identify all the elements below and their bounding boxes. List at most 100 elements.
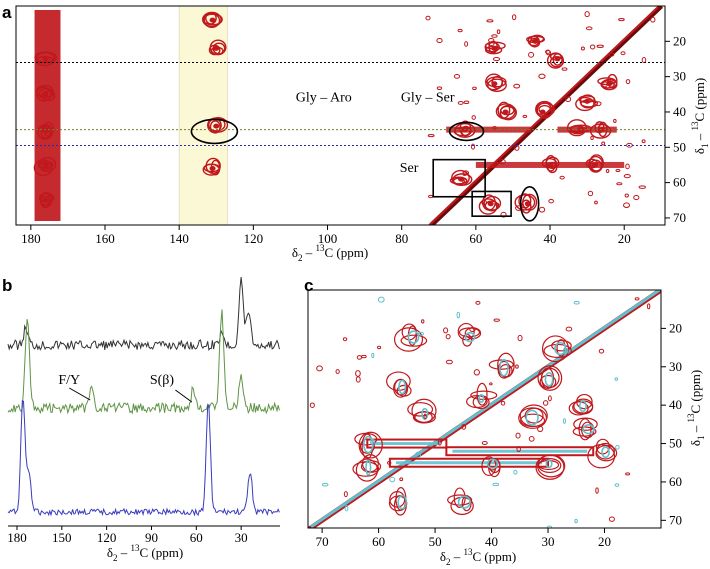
noise-contour: [343, 491, 348, 498]
panel-c-chart: 70 60 50 40 30 20 20 30 40 50 60 70 δ2 – 13C (ppm)…: [307, 289, 706, 567]
noise-contour: [580, 46, 585, 51]
ser-label: Ser: [400, 161, 419, 176]
peak-core: [42, 56, 49, 62]
peak-contour: [203, 13, 221, 28]
noise-contour: [495, 202, 500, 207]
noise-contour: [428, 194, 434, 199]
peak-contour-cyan: [478, 393, 485, 403]
noise-contour: [511, 14, 517, 21]
noise-contour: [633, 194, 640, 201]
peak-contour-cyan: [578, 400, 587, 413]
peak-contour-red: [541, 335, 570, 363]
peak-contour: [514, 194, 536, 211]
peak-core: [606, 81, 613, 87]
peak-contour: [209, 39, 227, 56]
diagonal-band-edge: [427, 6, 659, 225]
peak-contour: [607, 73, 618, 89]
x-tick-label: 40: [485, 534, 498, 549]
x-tick-label: 160: [95, 231, 115, 246]
noise-contour: [538, 206, 546, 213]
peak-core: [584, 98, 591, 104]
peak-contour-cyan: [464, 331, 476, 343]
panel-a-ylabel: δ1 – 13C (ppm): [690, 78, 710, 154]
peak-contour: [40, 124, 52, 139]
y-tick-label: 30: [669, 359, 682, 374]
x-tick-label: 80: [395, 231, 408, 246]
aromatic-highlight-band: [178, 5, 228, 226]
panel-a-xlabel: δ2 – 13C (ppm): [292, 243, 368, 263]
x-tick-label: 30: [542, 534, 555, 549]
x-tick-label: 150: [52, 530, 72, 545]
noise-contour: [342, 337, 348, 342]
noise-contour: [491, 34, 498, 38]
noise-contour: [355, 376, 361, 383]
fy-pointer: [69, 387, 91, 401]
noise-contour: [445, 333, 451, 340]
peak-contour-red: [358, 431, 383, 459]
peak-core: [42, 91, 49, 97]
noise-contour: [602, 81, 608, 88]
panel-a-chart: Gly – Aro Gly – Ser Ser 180 160 140 120 100 80 6…: [15, 5, 710, 263]
noise-contour: [625, 472, 631, 476]
x-tick-label: 30: [235, 530, 248, 545]
peak-contour-red: [354, 432, 378, 446]
x-tick-label: 70: [316, 534, 329, 549]
peak-contour: [535, 100, 555, 118]
noise-contour: [436, 86, 443, 91]
peak-core: [42, 197, 49, 203]
noise-contour: [489, 382, 493, 386]
noise-contour: [574, 518, 578, 524]
y-tick-label: 40: [669, 397, 682, 412]
x-tick-label: 20: [618, 231, 631, 246]
noise-contour: [414, 451, 422, 458]
spectrum-trace-1: [7, 277, 280, 352]
peak-contour: [454, 122, 476, 138]
y-tick-label: 60: [669, 474, 682, 489]
noise-contour: [601, 141, 606, 146]
panel-c-xlabel: δ2 – 13C (ppm): [440, 547, 516, 567]
panel-a-frame: [15, 5, 666, 226]
noise-contour: [436, 37, 443, 44]
panel-a-letter: a: [2, 3, 12, 22]
cross-peak-marker: [519, 186, 540, 222]
noise-contour: [585, 26, 593, 31]
gly-ser-marker: [448, 121, 485, 142]
noise-contour: [641, 57, 647, 63]
noise-contour: [562, 347, 569, 355]
peak-contour-red: [537, 365, 563, 391]
noise-contour: [594, 200, 598, 205]
peak-contour-red: [352, 461, 380, 477]
peak-core: [547, 162, 554, 168]
noise-contour: [596, 44, 604, 48]
x-tick-label: 180: [7, 530, 27, 545]
noise-contour: [344, 505, 349, 512]
noise-contour: [377, 345, 382, 350]
noise-contour: [461, 178, 467, 184]
noise-contour: [587, 190, 594, 197]
peak-contour-cyan: [457, 495, 471, 509]
peak-contour-red: [578, 418, 592, 441]
sbeta-pointer: [175, 389, 193, 403]
noise-contour: [387, 460, 392, 465]
peak-contour: [203, 163, 221, 173]
noise-contour: [517, 334, 523, 342]
noise-contour: [316, 365, 323, 372]
noise-contour: [515, 432, 521, 439]
peak-core: [209, 17, 216, 23]
noise-contour: [513, 83, 521, 89]
x-tick-label: 40: [544, 231, 557, 246]
diagonal-band-cyan: [310, 290, 661, 528]
peak-contour-cyan: [544, 371, 554, 387]
noise-contour: [496, 29, 501, 35]
peak-contour-red: [386, 371, 411, 391]
noise-contour: [472, 86, 477, 91]
noise-contour: [492, 56, 501, 62]
peak-contour: [34, 51, 56, 67]
noise-contour: [548, 198, 554, 204]
noise-contour: [377, 296, 385, 303]
x-tick-label: 100: [318, 231, 338, 246]
y-tick-label: 30: [673, 69, 686, 84]
noise-contour: [515, 364, 519, 369]
y-tick-label: 50: [669, 436, 682, 451]
